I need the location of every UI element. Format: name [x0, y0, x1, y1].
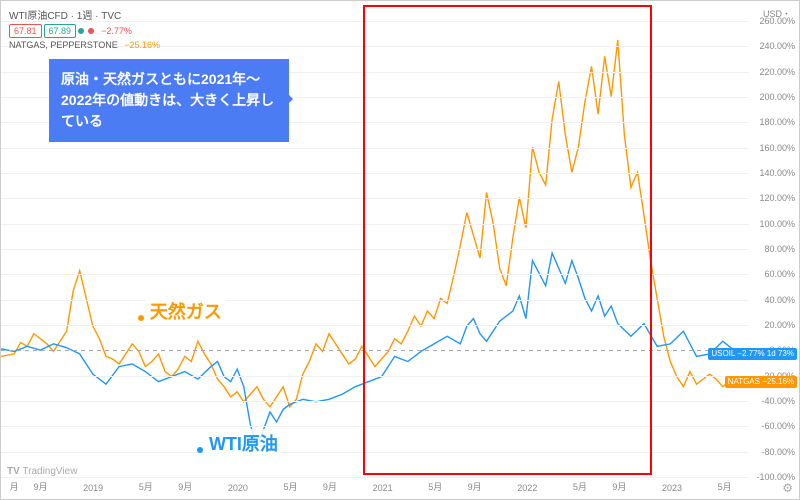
x-tick-label: 5月	[718, 480, 732, 493]
x-tick-label: 5月	[428, 480, 442, 493]
series-label-natgas: 天然ガス	[146, 297, 226, 325]
gridline	[1, 452, 749, 453]
x-tick-label: 2019	[83, 483, 103, 493]
series-label-wti: WTI原油	[205, 429, 282, 457]
series-label-dot	[197, 447, 203, 453]
gridline	[1, 148, 749, 149]
series-label-dot	[138, 315, 144, 321]
x-tick-label: 9月	[468, 480, 482, 493]
x-tick-label: 2021	[373, 483, 393, 493]
annotation-callout: 原油・天然ガスともに2021年〜2022年の値動きは、大きく上昇している	[49, 59, 289, 142]
x-tick-label: 5月	[573, 480, 587, 493]
series-end-badge-wti[interactable]: USOIL −2.77% 1d 73%	[708, 348, 797, 360]
x-tick-label: 2020	[228, 483, 248, 493]
gridline	[1, 198, 749, 199]
x-tick-label: 9月	[33, 480, 47, 493]
gridline	[1, 350, 749, 351]
change-pct: −2.77%	[101, 26, 132, 36]
x-tick-label: 9月	[612, 480, 626, 493]
x-tick-label: 9月	[323, 480, 337, 493]
open-badge: 67.81	[9, 24, 42, 38]
gear-icon[interactable]: ⚙	[782, 481, 793, 495]
x-tick-label: 2022	[517, 483, 537, 493]
chart-container: WTI原油CFD · 1週 · TVC 67.81 67.89 −2.77% N…	[0, 0, 800, 500]
x-tick-label: 2023	[662, 483, 682, 493]
gridline	[1, 426, 749, 427]
gridline	[1, 325, 749, 326]
gridline	[1, 274, 749, 275]
gridline	[1, 401, 749, 402]
gridline	[1, 173, 749, 174]
gridline	[1, 376, 749, 377]
status-dot-2	[88, 28, 94, 34]
y-unit-label: USD・	[763, 7, 791, 20]
x-tick-label: 5月	[283, 480, 297, 493]
series-end-badge-natgas[interactable]: NATGAS −25.16%	[725, 376, 797, 388]
high-badge: 67.89	[44, 24, 77, 38]
gridline	[1, 224, 749, 225]
x-tick-label: 9月	[178, 480, 192, 493]
y-axis: USD・	[749, 1, 795, 469]
secondary-instrument[interactable]: NATGAS, PEPPERSTONE −25.16%	[9, 40, 160, 50]
gridline	[1, 249, 749, 250]
x-tick-label: 5月	[139, 480, 153, 493]
ohlc-row: 67.81 67.89 −2.77%	[9, 24, 160, 38]
tradingview-watermark: TV TradingView	[7, 466, 77, 477]
chart-header: WTI原油CFD · 1週 · TVC 67.81 67.89 −2.77% N…	[9, 7, 160, 50]
x-axis: 月 9月 2019 5月 9月 2020 5月 9月 2021 5月 9月 2022 5月 9月 2023 5…	[1, 475, 749, 499]
status-dot-1	[78, 28, 84, 34]
gridline	[1, 300, 749, 301]
x-tick-label: 月	[10, 480, 19, 493]
instrument-title[interactable]: WTI原油CFD · 1週 · TVC	[9, 7, 160, 22]
